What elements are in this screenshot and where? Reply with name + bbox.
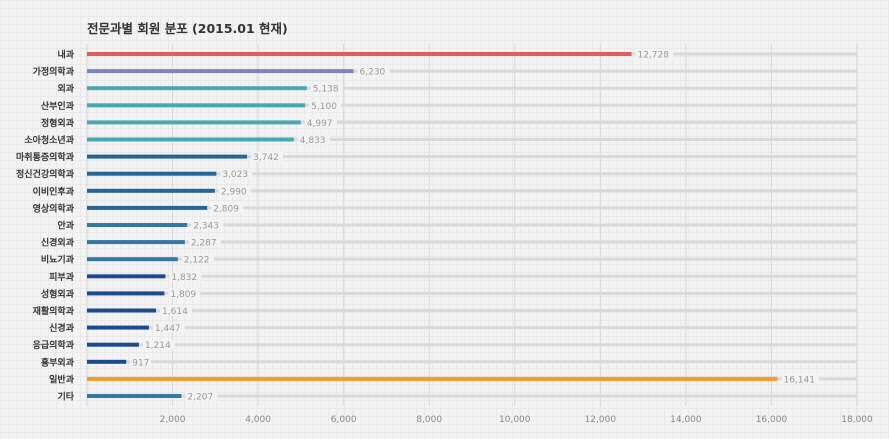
value-label-bg bbox=[130, 356, 152, 367]
category-label: 신경과 bbox=[49, 322, 75, 334]
bar bbox=[87, 52, 632, 56]
value-label-bg bbox=[160, 305, 193, 316]
value-label: 1,614 bbox=[162, 307, 188, 317]
category-label: 피부과 bbox=[49, 271, 75, 283]
bar bbox=[87, 240, 185, 245]
value-label: 2,990 bbox=[221, 187, 247, 197]
category-label: 내과 bbox=[57, 49, 74, 61]
category-label: 비뇨기과 bbox=[41, 254, 75, 266]
bar bbox=[87, 291, 165, 296]
x-tick-label: 14,000 bbox=[670, 415, 702, 425]
chart-title: 전문과별 회원 분포 (2015.01 현재) bbox=[87, 21, 288, 36]
value-label-bg bbox=[185, 391, 218, 401]
category-label: 흉부외과 bbox=[41, 356, 75, 368]
bar bbox=[87, 376, 778, 381]
category-label: 재활의학과 bbox=[33, 305, 75, 317]
bar bbox=[87, 308, 157, 313]
value-label: 1,214 bbox=[145, 341, 171, 351]
category-label: 외과 bbox=[57, 83, 74, 95]
bar bbox=[87, 223, 188, 227]
category-label: 기타 bbox=[57, 391, 74, 403]
value-label-bg bbox=[191, 220, 224, 230]
category-label: 일반과 bbox=[49, 373, 75, 385]
value-label: 3,742 bbox=[253, 153, 279, 163]
value-label: 1,447 bbox=[155, 324, 181, 334]
value-label: 5,100 bbox=[311, 102, 337, 112]
value-label: 4,833 bbox=[300, 136, 326, 146]
value-label: 1,809 bbox=[170, 290, 196, 300]
value-label-bg bbox=[635, 49, 674, 59]
bar bbox=[87, 154, 248, 159]
x-tick-label: 4,000 bbox=[245, 415, 271, 425]
category-label: 영상의학과 bbox=[33, 202, 75, 214]
category-label: 가정의학과 bbox=[33, 66, 75, 78]
category-label: 이비인후과 bbox=[33, 185, 75, 197]
category-label: 산부인과 bbox=[41, 100, 75, 112]
category-label: 안과 bbox=[57, 220, 74, 232]
bar bbox=[87, 86, 307, 91]
category-label: 정신건강의학과 bbox=[16, 168, 75, 180]
value-label: 2,287 bbox=[191, 239, 217, 249]
value-label-bg bbox=[181, 254, 214, 265]
value-label-bg bbox=[304, 117, 337, 128]
bar bbox=[87, 171, 217, 176]
bar bbox=[87, 205, 208, 210]
bar bbox=[87, 137, 294, 142]
value-label: 5,138 bbox=[313, 85, 339, 95]
value-label-bg bbox=[220, 168, 253, 179]
value-label-bg bbox=[309, 100, 342, 111]
x-tick-label: 18,000 bbox=[841, 415, 873, 425]
value-label: 2,809 bbox=[213, 204, 239, 214]
value-label-bg bbox=[169, 271, 202, 282]
value-label: 12,728 bbox=[637, 51, 669, 61]
value-label: 917 bbox=[132, 358, 149, 368]
value-label: 2,122 bbox=[184, 256, 210, 266]
value-label-bg bbox=[310, 83, 343, 94]
value-label-bg bbox=[168, 288, 201, 299]
category-label: 소아청소년과 bbox=[24, 134, 74, 146]
bar bbox=[87, 103, 306, 108]
bar bbox=[87, 120, 301, 125]
x-tick-label: 8,000 bbox=[416, 415, 442, 425]
value-label-bg bbox=[297, 134, 330, 145]
value-label-bg bbox=[152, 322, 185, 333]
bar bbox=[87, 325, 149, 330]
category-label: 응급의학과 bbox=[33, 339, 75, 351]
bar bbox=[87, 257, 178, 262]
bar bbox=[87, 394, 182, 398]
value-label-bg bbox=[142, 339, 175, 350]
value-label: 2,207 bbox=[187, 393, 213, 403]
x-tick-label: 16,000 bbox=[756, 415, 788, 425]
bar bbox=[87, 274, 166, 279]
bar bbox=[87, 342, 139, 347]
value-label: 6,230 bbox=[360, 68, 386, 78]
value-label: 4,997 bbox=[307, 119, 333, 129]
value-label: 16,141 bbox=[783, 375, 815, 385]
value-label: 2,343 bbox=[193, 222, 219, 232]
value-label-bg bbox=[211, 202, 244, 213]
x-tick-label: 2,000 bbox=[160, 415, 186, 425]
category-label: 신경외과 bbox=[41, 237, 75, 249]
value-label: 3,023 bbox=[222, 170, 248, 180]
value-label-bg bbox=[357, 66, 390, 77]
bar bbox=[87, 359, 127, 364]
category-label: 정형외과 bbox=[41, 117, 75, 129]
bar bbox=[87, 188, 215, 193]
x-tick-label: 12,000 bbox=[585, 415, 617, 425]
category-label: 마취통증의학과 bbox=[16, 151, 75, 163]
value-label-bg bbox=[781, 373, 820, 384]
value-label-bg bbox=[218, 185, 251, 196]
value-label-bg bbox=[188, 237, 221, 248]
x-tick-label: 10,000 bbox=[499, 415, 531, 425]
x-tick-label: 6,000 bbox=[331, 415, 357, 425]
bar bbox=[87, 69, 354, 74]
category-label: 성형외과 bbox=[41, 288, 75, 300]
value-label-bg bbox=[251, 151, 284, 162]
value-label: 1,832 bbox=[171, 273, 197, 283]
